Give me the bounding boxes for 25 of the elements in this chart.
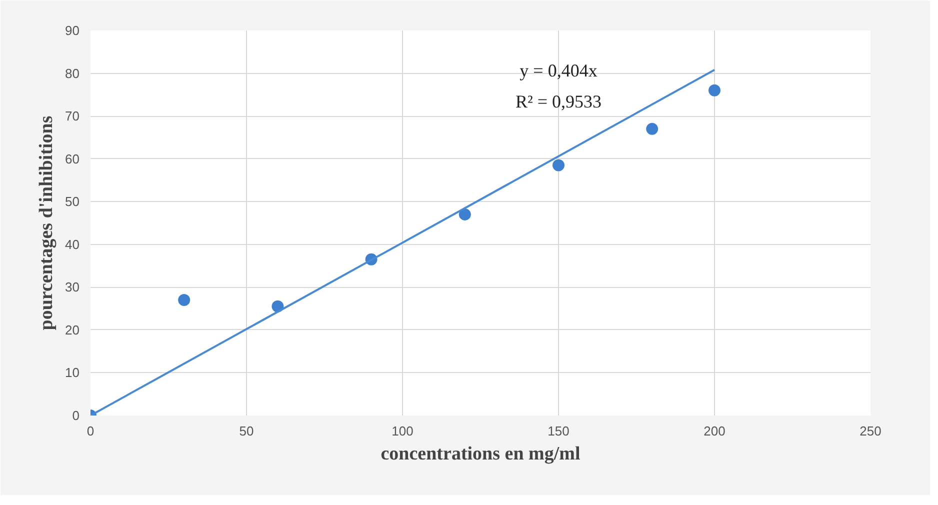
x-tick-label: 250 — [860, 424, 882, 438]
y-tick-label: 10 — [65, 365, 80, 380]
point — [552, 159, 564, 172]
y-tick-label: 60 — [65, 151, 80, 166]
point — [708, 84, 720, 96]
x-tick-label: 150 — [548, 424, 570, 438]
annotation: y = 0,404x — [520, 60, 598, 81]
y-tick-label: 20 — [65, 322, 80, 338]
x-tick-label: 100 — [392, 424, 414, 438]
y-tick-label: 30 — [65, 280, 80, 295]
point — [458, 208, 471, 220]
y-tick-label: 90 — [65, 23, 80, 38]
y-tick-label: 0 — [72, 408, 80, 423]
y-axis-title: pourcentages d'inhibitions — [36, 116, 58, 330]
x-axis-title: concentrations en mg/ml — [380, 444, 580, 464]
point — [646, 122, 658, 135]
x-tick-label: 0 — [86, 424, 94, 438]
y-tick-label: 40 — [65, 236, 80, 252]
y-tick-label: 50 — [65, 194, 80, 210]
x-tick-label: 200 — [704, 424, 726, 438]
x-tick-label: 50 — [239, 424, 254, 438]
y-tick-label: 80 — [65, 66, 80, 81]
annotation: R² = 0,9533 — [515, 91, 602, 112]
point — [178, 294, 190, 306]
y-tick-label: 70 — [65, 108, 80, 124]
